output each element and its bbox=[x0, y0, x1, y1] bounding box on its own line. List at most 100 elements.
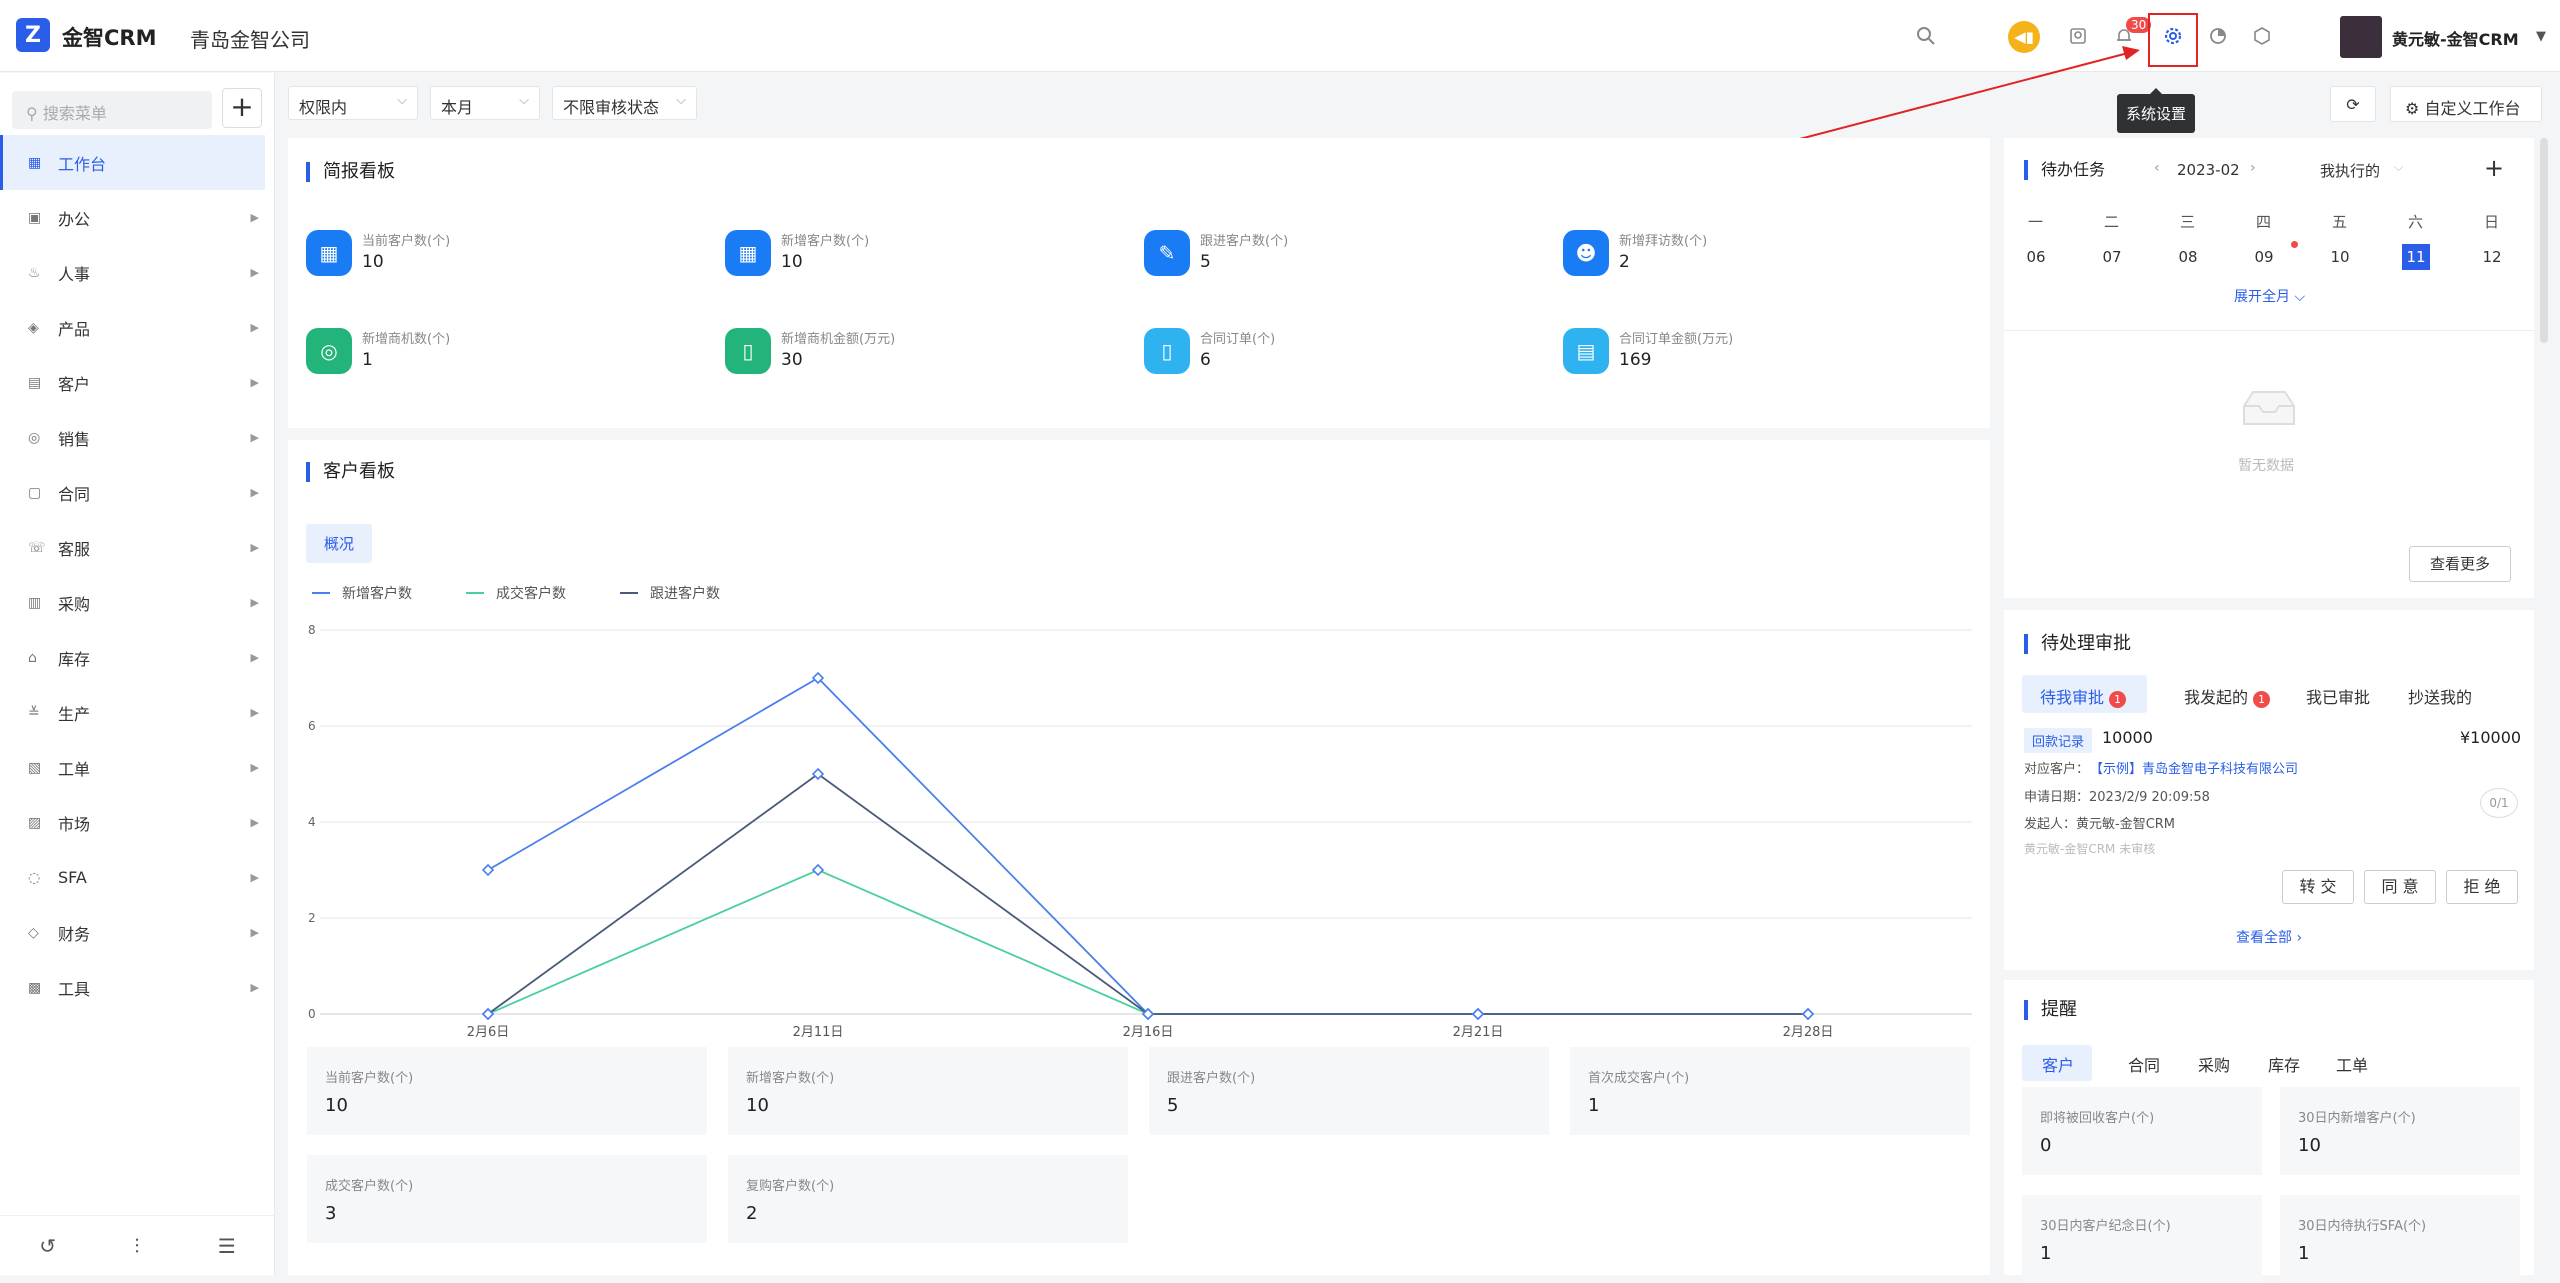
period-select[interactable]: 本月 ⌵ bbox=[430, 86, 540, 120]
sidebar-item[interactable]: ▦ 工作台 bbox=[0, 135, 265, 190]
sidebar-item-label: 采购 bbox=[58, 594, 91, 614]
customer-stat-box: 新增客户数(个) 10 bbox=[728, 1047, 1128, 1135]
calendar-day[interactable]: 12 bbox=[2482, 248, 2502, 266]
legend-swatch bbox=[620, 592, 638, 594]
add-task-icon[interactable]: + bbox=[2484, 154, 2505, 182]
sidebar-item[interactable]: ♨ 人事 ▶ bbox=[0, 245, 265, 300]
reject-button[interactable]: 拒 绝 bbox=[2446, 870, 2518, 904]
notification-badge: 30 bbox=[2126, 17, 2152, 33]
sidebar-item[interactable]: ▧ 工单 ▶ bbox=[0, 740, 265, 795]
sidebar-item[interactable]: ◎ 销售 ▶ bbox=[0, 410, 265, 465]
stat-value: 6 bbox=[1200, 350, 1211, 370]
menu-search-input[interactable]: ⚲ 搜索菜单 bbox=[12, 91, 212, 129]
approval-money: ¥10000 bbox=[2460, 728, 2522, 747]
stat-icon: ◎ bbox=[306, 328, 352, 374]
refresh-button[interactable]: ⟳ bbox=[2330, 86, 2376, 122]
speaker-icon[interactable]: ◀▮ bbox=[2008, 21, 2040, 53]
sidebar-item[interactable]: ☏ 客服 ▶ bbox=[0, 520, 265, 575]
audit-select[interactable]: 不限审核状态 ⌵ bbox=[552, 86, 697, 120]
approval-tab[interactable]: 我已审批 bbox=[2306, 684, 2370, 708]
sidebar-item[interactable]: ▨ 市场 ▶ bbox=[0, 795, 265, 850]
expand-month-link[interactable]: 展开全月 ⌵ bbox=[2234, 289, 2306, 305]
reminder-tab[interactable]: 库存 bbox=[2268, 1056, 2301, 1075]
period-value: 本月 bbox=[441, 98, 474, 117]
approval-tab-label: 抄送我的 bbox=[2408, 688, 2473, 707]
history-icon[interactable]: ↺ bbox=[39, 1233, 56, 1258]
collapse-menu-icon[interactable]: ☰ bbox=[217, 1233, 236, 1258]
legend-item[interactable]: 跟进客户数 bbox=[620, 583, 720, 603]
box-label: 即将被回收客户(个) bbox=[2040, 1111, 2155, 1126]
calendar-day-selected[interactable]: 11 bbox=[2402, 244, 2430, 270]
logo-icon: Z bbox=[16, 18, 50, 52]
avatar[interactable] bbox=[2340, 16, 2382, 58]
reminder-tab[interactable]: 合同 bbox=[2128, 1056, 2161, 1075]
todo-month[interactable]: 2023-02 bbox=[2177, 161, 2240, 179]
customer-stat-box: 复购客户数(个) 2 bbox=[728, 1155, 1128, 1243]
legend-item[interactable]: 新增客户数 bbox=[312, 583, 412, 603]
transfer-button[interactable]: 转 交 bbox=[2282, 870, 2354, 904]
sliders-icon[interactable]: ⫶ bbox=[134, 1233, 140, 1258]
reminder-stat-box: 30日内待执行SFA(个) 1 bbox=[2280, 1195, 2520, 1283]
caret-right-icon: ▶ bbox=[250, 651, 259, 664]
bell-icon[interactable] bbox=[2110, 22, 2138, 50]
sidebar-item[interactable]: ◌ SFA ▶ bbox=[0, 850, 265, 905]
caret-right-icon: ▶ bbox=[250, 211, 259, 224]
approve-button[interactable]: 同 意 bbox=[2364, 870, 2436, 904]
approval-tab[interactable]: 待我审批 1 bbox=[2040, 684, 2127, 708]
reminder-tab[interactable]: 工单 bbox=[2336, 1056, 2369, 1075]
scope-select[interactable]: 权限内 ⌵ bbox=[288, 86, 418, 120]
pie-chart-icon[interactable] bbox=[2204, 22, 2232, 50]
sidebar-item[interactable]: ◇ 财务 ▶ bbox=[0, 905, 265, 960]
company-name[interactable]: 青岛金智公司 bbox=[190, 28, 310, 52]
legend-item[interactable]: 成交客户数 bbox=[466, 583, 566, 603]
gear-icon[interactable] bbox=[2159, 22, 2187, 50]
todo-filter[interactable]: 我执行的 bbox=[2320, 162, 2381, 180]
box-value: 2 bbox=[746, 1203, 758, 1224]
view-more-button[interactable]: 查看更多 bbox=[2409, 546, 2511, 582]
contact-icon[interactable] bbox=[2064, 22, 2092, 50]
box-label: 新增客户数(个) bbox=[746, 1071, 835, 1086]
sidebar-item[interactable]: ▤ 客户 ▶ bbox=[0, 355, 265, 410]
sidebar-item[interactable]: ▥ 采购 ▶ bbox=[0, 575, 265, 630]
calendar-day[interactable]: 06 bbox=[2026, 248, 2046, 266]
menu-icon: ▥ bbox=[28, 594, 42, 611]
user-name[interactable]: 黄元敏-金智CRM bbox=[2392, 30, 2519, 49]
sidebar-item[interactable]: ▩ 工具 ▶ bbox=[0, 960, 265, 1015]
approval-tab[interactable]: 我发起的 1 bbox=[2184, 684, 2271, 708]
view-all-label: 查看全部 bbox=[2236, 930, 2292, 946]
cube-icon[interactable] bbox=[2248, 22, 2276, 50]
next-month-icon[interactable]: › bbox=[2250, 160, 2256, 176]
prev-month-icon[interactable]: ‹ bbox=[2154, 160, 2160, 176]
tab-overview[interactable]: 概况 bbox=[306, 524, 373, 563]
box-label: 跟进客户数(个) bbox=[1167, 1071, 1256, 1086]
customer-link[interactable]: 【示例】青岛金智电子科技有限公司 bbox=[2090, 762, 2299, 777]
calendar-day[interactable]: 10 bbox=[2330, 248, 2350, 266]
add-button[interactable]: + bbox=[222, 88, 262, 128]
view-all-link[interactable]: 查看全部 › bbox=[2236, 930, 2303, 946]
sidebar-item[interactable]: ▣ 办公 ▶ bbox=[0, 190, 265, 245]
sidebar-item[interactable]: ⌂ 库存 ▶ bbox=[0, 630, 265, 685]
search-placeholder: 搜索菜单 bbox=[42, 104, 107, 123]
scrollbar-thumb[interactable] bbox=[2540, 138, 2548, 343]
apply-date: 申请日期：2023/2/9 20:09:58 bbox=[2024, 790, 2210, 805]
stat-value: 2 bbox=[1619, 252, 1630, 272]
calendar-day[interactable]: 09 bbox=[2254, 248, 2274, 266]
caret-down-icon[interactable]: ▼ bbox=[2536, 28, 2546, 44]
calendar-day[interactable]: 08 bbox=[2178, 248, 2198, 266]
reminder-tab[interactable]: 客户 bbox=[2042, 1056, 2075, 1075]
stat-icon: ▤ bbox=[1563, 328, 1609, 374]
calendar-day[interactable]: 07 bbox=[2102, 248, 2122, 266]
search-icon[interactable] bbox=[1912, 22, 1940, 50]
approval-tab[interactable]: 抄送我的 bbox=[2408, 684, 2472, 708]
sidebar-item[interactable]: ◈ 产品 ▶ bbox=[0, 300, 265, 355]
box-value: 5 bbox=[1167, 1095, 1179, 1116]
custom-workbench-button[interactable]: ⚙ 自定义工作台 bbox=[2390, 86, 2542, 122]
stat-icon: ▯ bbox=[725, 328, 771, 374]
menu-icon: ☏ bbox=[28, 539, 46, 556]
reminder-tab[interactable]: 采购 bbox=[2198, 1056, 2231, 1075]
weekday-label: 一 bbox=[2028, 213, 2044, 231]
sidebar-item[interactable]: ≚ 生产 ▶ bbox=[0, 685, 265, 740]
box-label: 成交客户数(个) bbox=[325, 1179, 414, 1194]
sidebar-item[interactable]: ▢ 合同 ▶ bbox=[0, 465, 265, 520]
brand-name: 金智CRM bbox=[62, 26, 157, 50]
